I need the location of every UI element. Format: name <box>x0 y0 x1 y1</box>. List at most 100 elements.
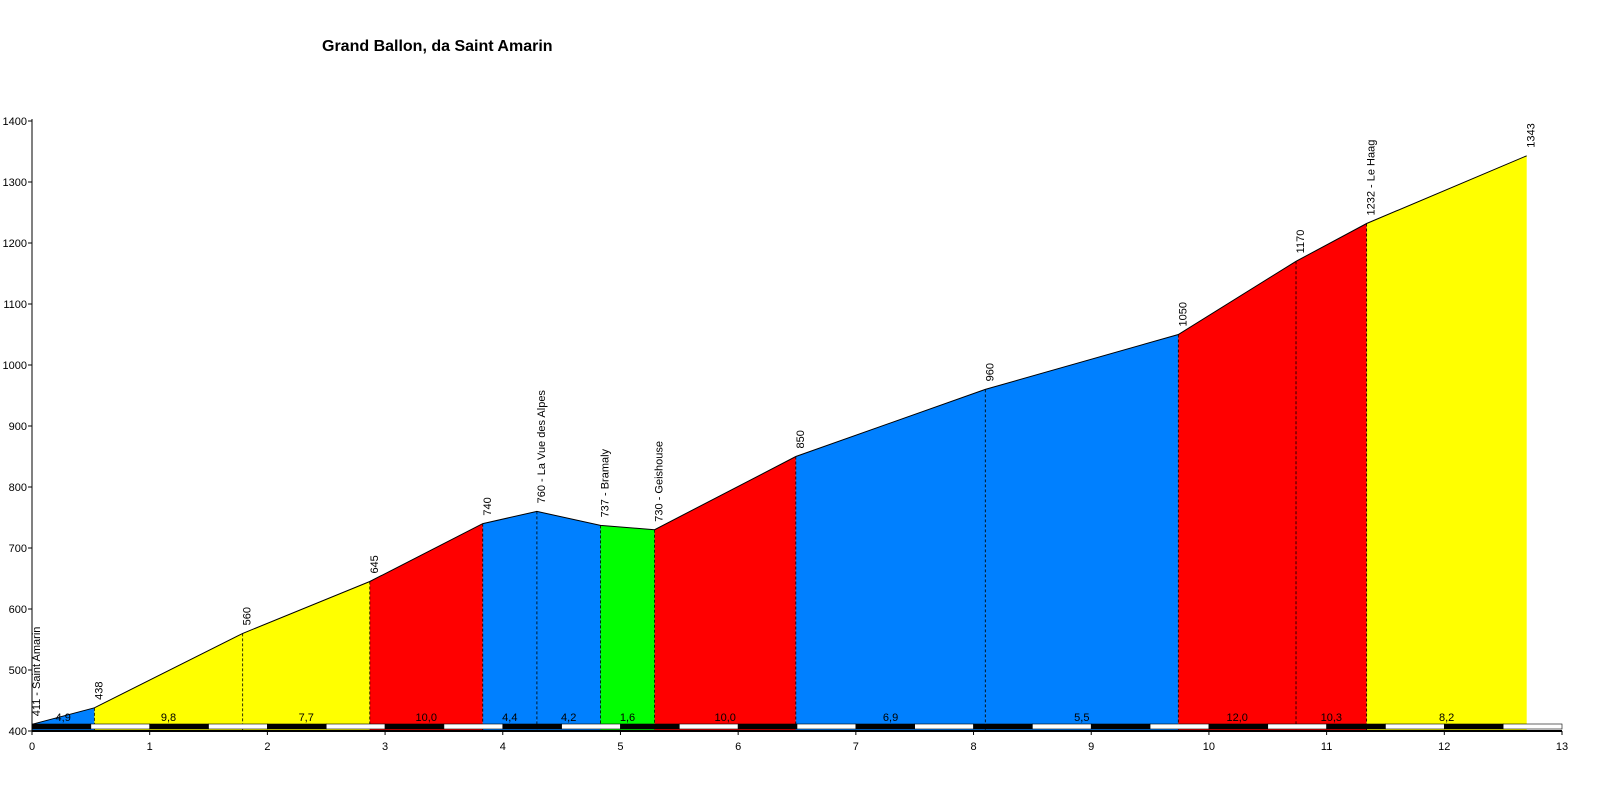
gradient-label-11: 12,0 <box>1226 712 1247 724</box>
scale-block-5 <box>267 723 327 730</box>
segment-fill-5 <box>482 511 537 731</box>
y-tick-label-11: 1400 <box>3 116 27 128</box>
segment-fill-9 <box>795 389 986 731</box>
y-tick-label-6: 900 <box>9 421 27 433</box>
segment-fill-6 <box>536 511 601 731</box>
x-tick-label-5: 4 <box>500 741 506 753</box>
segment-fill-8 <box>654 456 796 731</box>
x-tick-label-8: 7 <box>853 741 859 753</box>
segment-fill-3 <box>242 581 370 731</box>
point-labels: 411 - Saint Amarin 438 560 645 740 760 - La V… <box>31 123 1538 716</box>
x-tick-label-7: 6 <box>735 741 741 753</box>
scale-block-14 <box>796 723 857 730</box>
gradient-label-1: 4,9 <box>56 712 71 724</box>
y-tick-label-5: 800 <box>9 482 27 494</box>
y-tick-label-8: 1100 <box>3 299 27 311</box>
y-axis: 400 500 600 700 800 900 1000 1100 1200 1300 1400 <box>3 116 33 738</box>
chart-title: Grand Ballon, da Saint Amarin <box>322 38 553 55</box>
scale-block-7 <box>384 723 445 730</box>
gradient-label-13: 8,2 <box>1439 712 1454 724</box>
gradient-label-4: 10,0 <box>416 712 437 724</box>
scale-block-18 <box>1032 723 1092 730</box>
x-tick-label-14: 13 <box>1556 741 1568 753</box>
profile-line <box>31 155 1527 725</box>
gradient-label-7: 1,6 <box>620 712 635 724</box>
scale-block-1 <box>31 723 92 730</box>
scale-block-6 <box>325 723 386 730</box>
point-label-10: 960 <box>984 363 996 381</box>
point-label-14: 1343 <box>1526 123 1538 147</box>
scale-block-9 <box>502 723 562 730</box>
point-label-7: 737 - Bramaly <box>599 448 611 517</box>
point-label-3: 560 <box>242 607 254 625</box>
segment-fill-7 <box>600 525 655 731</box>
segment-fill-4 <box>369 523 483 731</box>
segment-fill-11 <box>1178 261 1296 731</box>
gradient-label-12: 10,3 <box>1321 712 1342 724</box>
point-label-1: 411 - Saint Amarin <box>31 627 43 717</box>
point-label-12: 1170 <box>1295 230 1307 254</box>
scale-block-2 <box>90 723 150 730</box>
scale-block-11 <box>620 723 680 730</box>
gradient-label-9: 6,9 <box>883 712 898 724</box>
x-tick-label-13: 12 <box>1438 741 1450 753</box>
gradient-label-6: 4,2 <box>561 712 576 724</box>
x-tick-label-6: 5 <box>617 741 623 753</box>
scale-block-20 <box>1149 723 1210 730</box>
y-tick-label-10: 1300 <box>3 177 27 189</box>
x-tick-label-12: 11 <box>1321 741 1332 753</box>
segment-fill-13 <box>1366 155 1527 732</box>
point-label-2: 438 <box>93 681 105 699</box>
scale-block-3 <box>149 723 209 730</box>
gradient-label-2: 9,8 <box>161 712 176 724</box>
y-tick-label-7: 1000 <box>3 360 27 372</box>
x-tick-label-2: 1 <box>147 741 153 753</box>
scale-block-25 <box>1444 723 1504 730</box>
scale-block-17 <box>973 723 1033 730</box>
segment-fill-2 <box>94 633 243 731</box>
scale-block-26 <box>1502 723 1563 730</box>
profile-outline <box>31 155 1527 725</box>
x-tick-label-3: 2 <box>264 741 270 753</box>
segment-dividers <box>93 223 1368 731</box>
scale-block-10 <box>561 723 621 730</box>
distance-scale-bar <box>31 723 1563 730</box>
scale-block-4 <box>208 723 268 730</box>
gradient-label-5: 4,4 <box>502 712 517 724</box>
point-label-9: 850 <box>795 430 807 448</box>
gradient-label-10: 5,5 <box>1074 712 1089 724</box>
scale-block-19 <box>1090 723 1151 730</box>
y-tick-label-1: 400 <box>9 726 27 738</box>
point-label-4: 645 <box>369 555 381 573</box>
x-tick-label-10: 9 <box>1088 741 1094 753</box>
scale-block-16 <box>914 723 974 730</box>
gradient-labels: 4,9 9,8 7,7 10,0 4,4 4,2 1,6 10,0 6,9 5,5 12,0 10,3… <box>56 712 1455 724</box>
x-tick-label-11: 10 <box>1203 741 1215 753</box>
y-tick-label-3: 600 <box>9 604 27 616</box>
scale-block-22 <box>1267 723 1327 730</box>
x-tick-label-4: 3 <box>382 741 388 753</box>
point-label-11: 1050 <box>1177 302 1189 326</box>
scale-block-8 <box>443 723 504 730</box>
scale-block-12 <box>679 723 739 730</box>
scale-block-15 <box>855 723 915 730</box>
segment-fill-10 <box>985 334 1179 731</box>
y-tick-label-9: 1200 <box>3 238 27 250</box>
y-tick-label-2: 500 <box>9 665 27 677</box>
x-axis: 0 1 2 3 4 5 6 7 8 9 10 11 12 13 <box>29 730 1568 753</box>
scale-block-23 <box>1326 723 1386 730</box>
gradient-label-3: 7,7 <box>299 712 314 724</box>
x-tick-label-1: 0 <box>29 741 35 753</box>
x-tick-label-9: 8 <box>970 741 976 753</box>
gradient-segments <box>32 155 1527 732</box>
segment-fill-12 <box>1296 223 1367 731</box>
point-label-8: 730 - Geishouse <box>654 441 666 522</box>
point-label-6: 760 - La Vue des Alpes <box>536 390 548 504</box>
scale-block-21 <box>1208 723 1269 730</box>
gradient-label-8: 10,0 <box>714 712 735 724</box>
scale-block-13 <box>737 723 798 730</box>
scale-block-24 <box>1385 723 1445 730</box>
y-tick-label-4: 700 <box>9 543 27 555</box>
point-label-5: 740 <box>482 497 494 515</box>
